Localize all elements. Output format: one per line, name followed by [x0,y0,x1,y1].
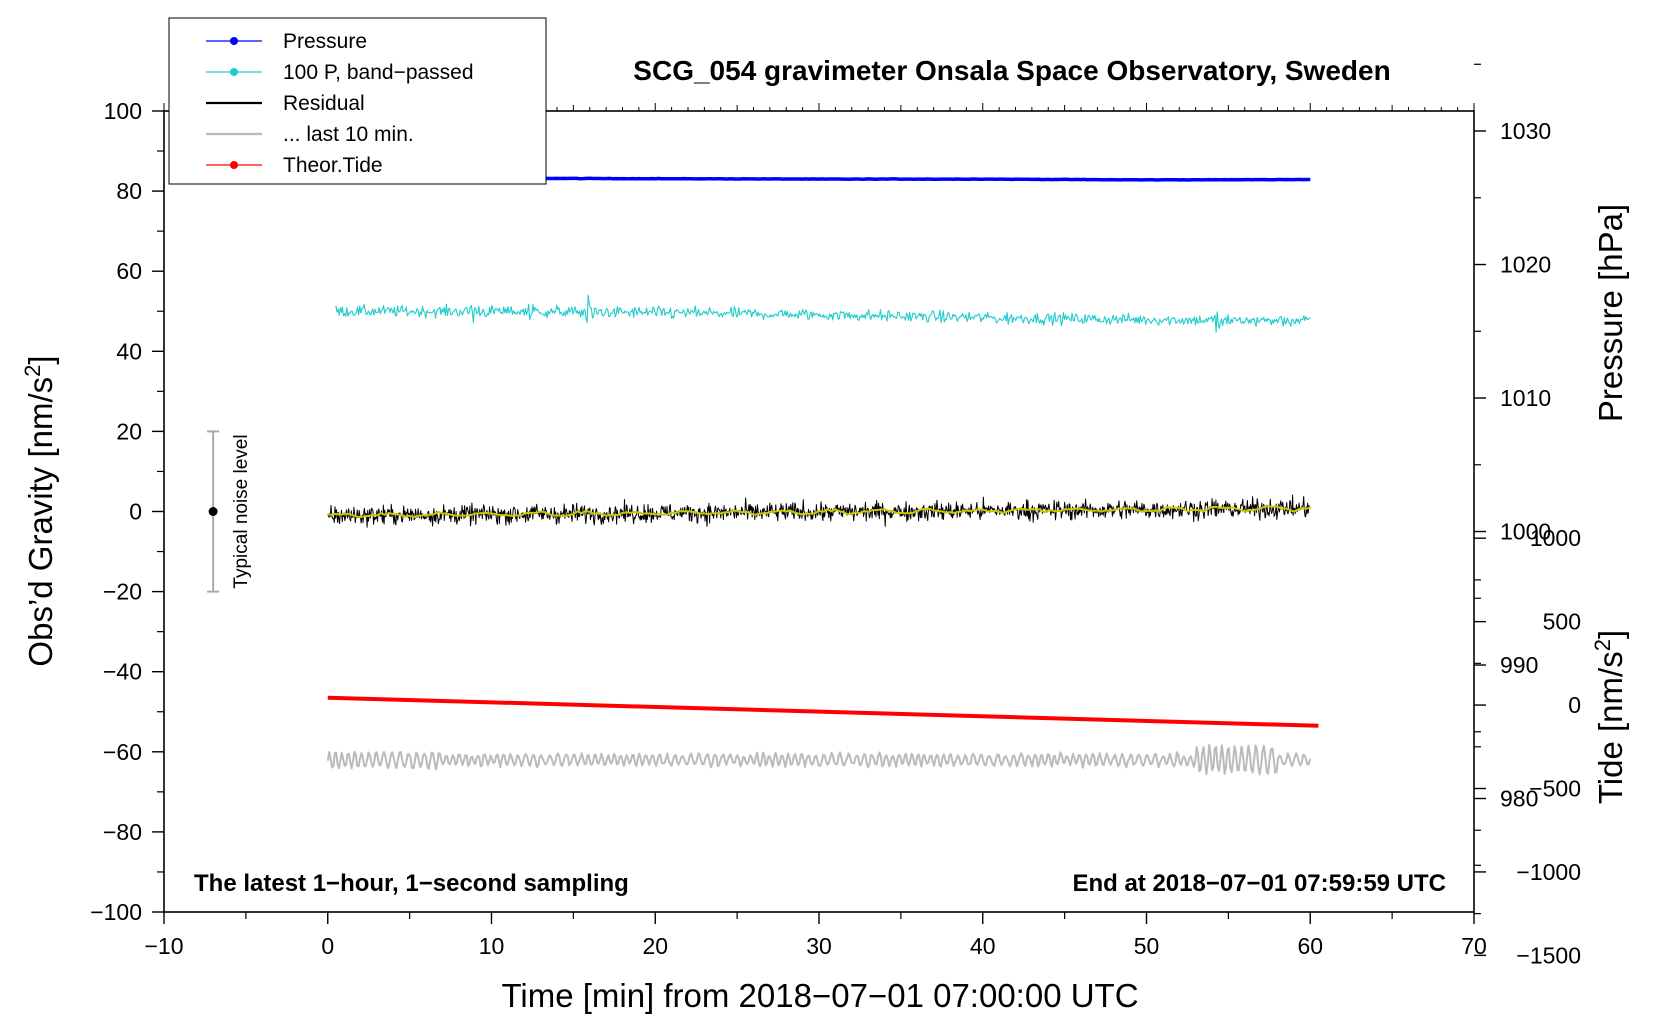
y-tick-label: 20 [116,418,142,444]
band-passed-pressure-line [335,294,1311,333]
y-axis-title-tide-sup: 2 [1590,639,1615,651]
tide-tick-label: −1000 [1516,859,1581,885]
y-axis-title-left-sup: 2 [20,365,45,377]
pressure-tick-label: 980 [1500,786,1538,812]
y-tick-label: 100 [104,98,142,124]
series-layer [326,176,1319,776]
residual-smoothed-line [327,505,1311,519]
y-tick-label: −100 [90,899,142,925]
y-tick-label: 40 [116,338,142,364]
chart-title: SCG_054 gravimeter Onsala Space Observat… [633,55,1390,86]
y-tick-label: −40 [103,659,142,685]
noise-bar-center-dot [208,507,218,516]
x-axis-title: Time [min] from 2018−07−01 07:00:00 UTC [501,977,1138,1014]
y-axis-title-tide: Tide [nm/s2] [1590,630,1629,804]
y-tick-label: −20 [103,579,142,605]
theoretical-tide-line [327,695,1319,728]
tide-tick-label: −1500 [1516,942,1581,968]
legend-label: 100 P, band−passed [283,61,474,84]
x-tick-label: 0 [321,933,334,959]
y-tick-label: −60 [103,739,142,765]
y-axis-title-tide-main: Tide [nm/s [1592,651,1629,804]
x-tick-label: 40 [970,933,996,959]
pressure-tick-label: 1000 [1500,519,1551,545]
legend-marker [230,37,238,45]
x-tick-label: 30 [806,933,832,959]
legend-label: ... last 10 min. [283,123,414,146]
legend-label: Theor.Tide [283,154,383,177]
last-10-min-line [326,743,1312,776]
tide-tick-label: 500 [1543,609,1581,635]
x-tick-label: 20 [642,933,668,959]
pressure-tick-label: 1030 [1500,118,1551,144]
legend-label: Residual [283,92,365,115]
x-tick-label: −10 [144,933,183,959]
legend-box [168,17,547,185]
tide-tick-label: 1000 [1530,525,1581,551]
annotation-sampling: The latest 1−hour, 1−second sampling [194,870,629,897]
y-tick-label: 80 [116,178,142,204]
tide-tick-label: −500 [1529,775,1581,801]
y-tick-label: 60 [116,258,142,284]
legend: Pressure 100 P, band−passed Residual ... la… [168,17,547,185]
y-tick-label: −80 [103,819,142,845]
legend-marker [230,68,238,76]
x-tick-label: 70 [1461,933,1487,959]
pressure-tick-label: 1020 [1500,252,1551,278]
noise-bar [207,430,220,593]
y-axis-title-left-main: Obs’d Gravity [nm/s [22,377,59,667]
noise-bar-label: Typical noise level [231,434,252,588]
x-tick-label: 10 [479,933,505,959]
y-tick-label: 0 [129,499,142,525]
y-axis-title-tide-end: ] [1592,630,1629,639]
pressure-tick-label: 1010 [1500,385,1551,411]
annotation-end-time: End at 2018−07−01 07:59:59 UTC [1072,870,1446,897]
x-tick-label: 50 [1134,933,1160,959]
y-axis-title-pressure: Pressure [hPa] [1592,204,1629,422]
legend-label: Pressure [283,30,367,53]
pressure-tick-label: 990 [1500,652,1538,678]
legend-marker [230,161,238,169]
y-axis-title-left: Obs’d Gravity [nm/s2] [20,355,59,666]
tide-tick-label: 0 [1568,692,1581,718]
x-tick-label: 60 [1297,933,1323,959]
y-axis-title-left-end: ] [22,355,59,364]
ticks-layer: −10 0 10 20 30 40 50 60 70−100−80−60−40−20020406… [90,63,1581,968]
